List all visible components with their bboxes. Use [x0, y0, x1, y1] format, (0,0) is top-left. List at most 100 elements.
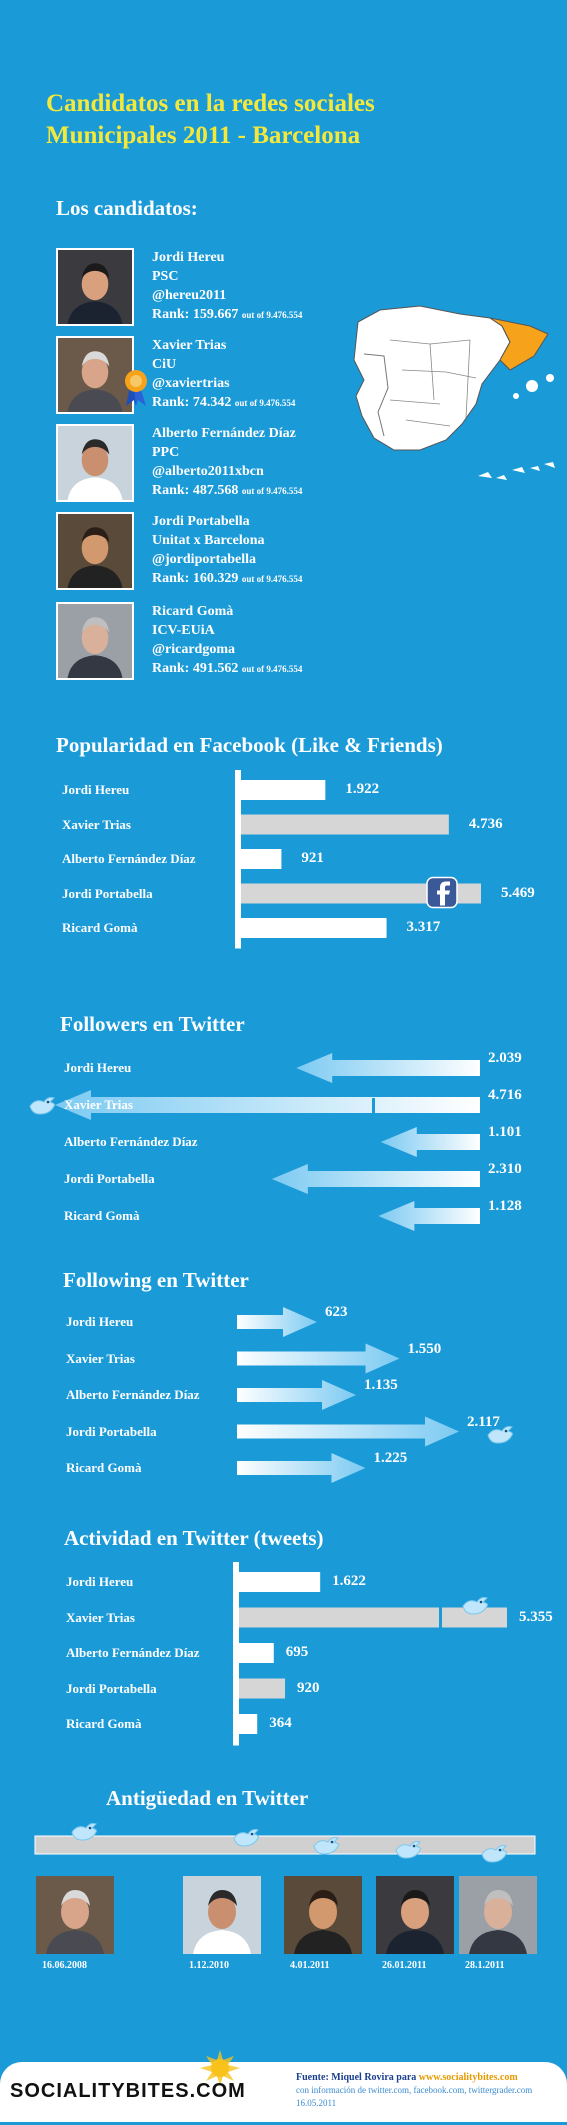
candidate-photo [56, 336, 134, 414]
balearic-island-3 [513, 393, 519, 399]
timeline-date: 16.06.2008 [42, 1960, 87, 1971]
candidate-handle: @hereu2011 [152, 288, 227, 303]
category-label: Jordi Hereu [66, 1314, 134, 1329]
candidate-party: PSC [152, 269, 179, 284]
value-label: 921 [301, 850, 324, 866]
source-url[interactable]: www.socialitybites.com [418, 2072, 518, 2083]
candidate-rank: Rank: 491.562 [152, 661, 239, 676]
candidate-party: PPC [152, 445, 180, 460]
category-label: Xavier Trias [62, 816, 131, 832]
candidate-portrait [58, 338, 132, 412]
title-line-2: Municipales 2011 - Barcelona [46, 122, 361, 149]
timeline-date: 26.01.2011 [382, 1960, 427, 1971]
category-label: Jordi Portabella [62, 885, 153, 901]
timeline-photo [183, 1876, 261, 1954]
candidate-rank: Rank: 159.667 [152, 307, 239, 322]
twitter-bird-icon [462, 1596, 488, 1615]
bar [239, 1643, 274, 1663]
value-label: 1.622 [332, 1573, 366, 1589]
candidate-rank-total: out of 9.476.554 [241, 310, 303, 320]
bar [239, 1572, 321, 1592]
followers-chart-title: Followers en Twitter [60, 1012, 245, 1036]
bar [241, 814, 449, 835]
value-label: 1.128 [488, 1198, 522, 1214]
footer: SOCIALITYBITES.COM Fuente: Miquel Rovira… [0, 2050, 567, 2122]
bar [241, 918, 387, 938]
arrow-bar [237, 1343, 400, 1374]
facebook-icon [426, 876, 458, 909]
candidate-name: Alberto Fernández Díaz [152, 426, 296, 441]
timeline-date: 4.01.2011 [290, 1960, 330, 1971]
activity-chart-title: Actividad en Twitter (tweets) [64, 1526, 324, 1550]
candidate-photo [56, 512, 134, 590]
antiguedad-title: Antigüedad en Twitter [106, 1786, 309, 1810]
candidates-heading: Los candidatos: [56, 196, 198, 220]
arrow-bar [237, 1416, 459, 1447]
timeline-photo [36, 1876, 114, 1954]
catalonia-region [489, 317, 549, 371]
logo: SOCIALITYBITES.COM [10, 2080, 246, 2102]
timeline-portrait [36, 1876, 114, 1954]
candidate-rank-row: Rank: 487.568 out of 9.476.554 [152, 481, 302, 501]
category-label: Xavier Trias [66, 1609, 135, 1625]
candidate-info: Alberto Fernández Díaz PPC @alberto2011xbc… [152, 424, 302, 501]
candidate-portrait [58, 250, 132, 324]
value-label: 1.225 [373, 1450, 408, 1466]
timeline-photo [376, 1876, 454, 1954]
candidate-handle: @jordiportabella [152, 552, 257, 567]
timeline-date: 28.1.2011 [465, 1960, 505, 1971]
candidate-rank-row: Rank: 491.562 out of 9.476.554 [152, 659, 302, 679]
source-line-2: con información de twitter.com, facebook… [296, 2085, 533, 2095]
candidate-party: Unitat x Barcelona [152, 533, 265, 548]
value-label: 5.469 [501, 884, 535, 901]
candidate-card: Jordi Hereu PSC @hereu2011 Rank: 159.667 ou… [56, 248, 556, 330]
timeline-portrait [183, 1876, 261, 1954]
arrow-bar [237, 1453, 366, 1483]
spain-map [353, 305, 555, 480]
bar [241, 849, 282, 869]
award-ribbon-icon [125, 370, 147, 406]
source-credit: Fuente: Miquel Rovira para www.sociality… [296, 2072, 532, 2110]
category-label: Ricard Gomà [66, 1716, 142, 1731]
candidate-photo [56, 248, 134, 326]
category-label: Jordi Hereu [64, 1060, 132, 1075]
candidate-rank-row: Rank: 160.329 out of 9.476.554 [152, 569, 302, 589]
candidate-name: Xavier Trias [152, 338, 227, 353]
candidate-name: Ricard Gomà [152, 604, 234, 619]
timeline-photo [459, 1876, 537, 1954]
timeline-portrait [376, 1876, 454, 1954]
value-label: 1.101 [488, 1124, 522, 1140]
category-label: Jordi Hereu [66, 1574, 134, 1589]
timeline-portrait [459, 1876, 537, 1954]
candidate-info: Jordi Hereu PSC @hereu2011 Rank: 159.667 ou… [152, 248, 302, 325]
following-chart-title: Following en Twitter [63, 1268, 249, 1292]
twitter-bird-icon [71, 1823, 97, 1841]
twitter-bird-icon [29, 1097, 55, 1115]
arrow-bar [380, 1127, 480, 1157]
balearic-island-1 [526, 380, 538, 392]
category-label: Jordi Portabella [66, 1680, 157, 1696]
arrow-bar [237, 1307, 317, 1337]
balearic-island-2 [546, 374, 554, 382]
chart-axis [235, 770, 241, 949]
spain-territory [353, 305, 511, 451]
arrow-bar [271, 1164, 480, 1194]
value-label: 1.922 [345, 781, 380, 797]
bar [239, 1678, 286, 1699]
value-label: 2.310 [488, 1161, 522, 1177]
source-label: Fuente: [296, 2072, 329, 2083]
candidate-rank: Rank: 160.329 [152, 571, 239, 586]
twitter-bird-icon [487, 1426, 513, 1444]
candidate-card: Ricard Gomà ICV-EUiA @ricardgoma Rank: 491.… [56, 602, 556, 684]
timeline-bar [34, 1835, 536, 1855]
candidate-name: Jordi Hereu [152, 250, 225, 265]
value-label: 5.355 [519, 1608, 553, 1625]
category-label: Jordi Portabella [66, 1423, 157, 1439]
value-label: 695 [285, 1644, 309, 1660]
value-label: 4.736 [468, 815, 503, 832]
candidate-card: Alberto Fernández Díaz PPC @alberto2011xbc… [56, 424, 556, 506]
portugal-border [363, 353, 389, 437]
